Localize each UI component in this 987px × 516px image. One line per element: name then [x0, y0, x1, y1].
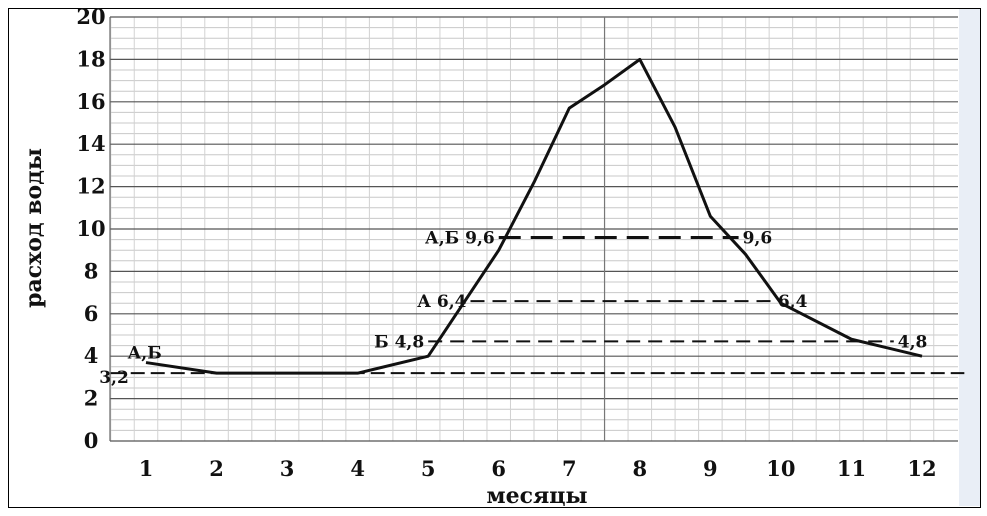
annotation-label: А,Б — [127, 343, 161, 363]
y-tick-label: 14 — [76, 131, 105, 156]
y-tick-label: 10 — [76, 216, 105, 241]
y-tick-label: 8 — [84, 258, 99, 283]
x-tick-label: 5 — [421, 456, 436, 481]
reference-lines — [110, 235, 965, 375]
y-tick-label: 20 — [76, 4, 105, 29]
x-tick-label: 1 — [139, 456, 154, 481]
x-tick-label: 4 — [350, 456, 365, 481]
y-tick-label: 16 — [76, 89, 105, 114]
x-tick-label: 12 — [907, 456, 936, 481]
y-tick-label: 4 — [84, 343, 99, 368]
x-tick-labels: 1 2 3 4 5 6 7 8 9 10 11 12 — [139, 456, 937, 481]
threshold-label-left: 3,2 — [99, 368, 129, 388]
x-tick-label: 3 — [280, 456, 295, 481]
minor-grid — [110, 17, 958, 441]
y-tick-label: 0 — [84, 428, 99, 453]
threshold-label-right: 6,4 — [778, 292, 808, 312]
x-tick-label: 7 — [562, 456, 577, 481]
y-tick-label: 18 — [76, 46, 105, 71]
x-axis-label: месяцы — [486, 483, 587, 509]
threshold-label-left: Б 4,8 — [374, 332, 424, 352]
y-tick-label: 12 — [76, 174, 105, 199]
x-tick-label: 10 — [766, 456, 795, 481]
y-tick-labels: 0 2 4 6 8 10 12 14 16 18 20 — [76, 4, 105, 453]
x-tick-label: 2 — [209, 456, 224, 481]
x-tick-label: 6 — [491, 456, 506, 481]
right-edge-strip — [959, 9, 980, 506]
series-group — [145, 57, 923, 375]
y-tick-label: 2 — [84, 386, 99, 411]
series-line-0 — [145, 57, 923, 375]
threshold-label-right: 4,8 — [898, 332, 928, 352]
threshold-label-left: А 6,4 — [417, 292, 467, 312]
annotations: А,Б 9,6 9,6 А 6,4 6,4 Б 4,8 4,8 3,2 А,Б — [99, 228, 927, 388]
x-tick-label: 8 — [633, 456, 648, 481]
x-tick-label: 11 — [837, 456, 866, 481]
major-grid — [109, 16, 958, 442]
y-tick-label: 6 — [84, 301, 99, 326]
threshold-label-left: А,Б 9,6 — [425, 228, 495, 248]
x-tick-label: 9 — [703, 456, 718, 481]
y-axis-label: расход воды — [21, 148, 47, 308]
threshold-label-right: 9,6 — [743, 228, 773, 248]
